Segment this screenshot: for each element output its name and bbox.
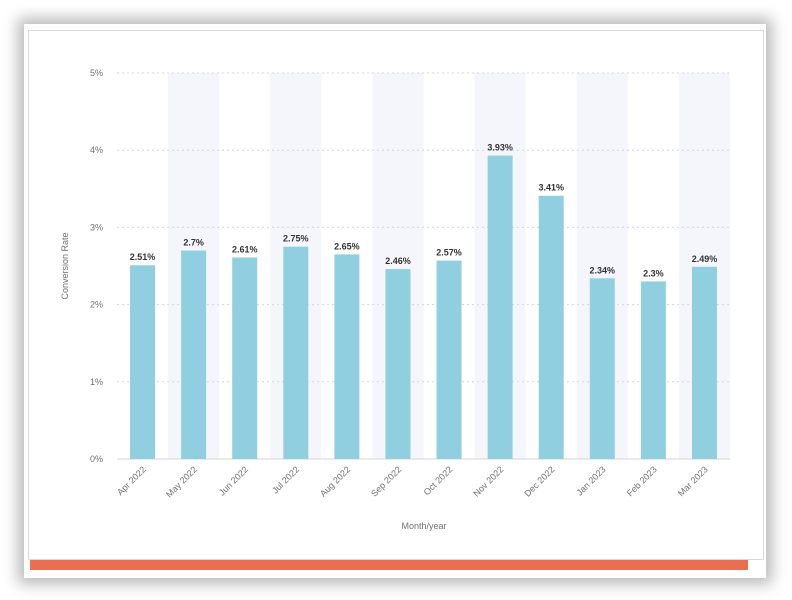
x-tick-label: Nov 2022	[471, 464, 505, 498]
data-label: 2.49%	[692, 254, 718, 264]
data-label: 2.61%	[232, 245, 258, 255]
bar	[232, 257, 258, 459]
data-label: 2.34%	[590, 265, 616, 275]
y-tick-label: 4%	[90, 145, 103, 155]
x-axis-ticks: Apr 2022 May 2022 Jun 2022 Jul 2022 Aug 2022…	[115, 464, 710, 499]
bar	[691, 266, 717, 459]
data-label: 2.3%	[643, 268, 664, 278]
bar	[283, 246, 309, 459]
data-label: 3.93%	[487, 143, 513, 153]
data-label: 2.51%	[130, 252, 156, 262]
data-label: 2.75%	[283, 234, 309, 244]
x-tick-label: Jul 2022	[270, 464, 301, 495]
gridlines	[117, 72, 730, 460]
bar	[589, 278, 615, 459]
data-label: 3.41%	[538, 183, 564, 193]
x-tick-label: Sep 2022	[369, 464, 403, 498]
x-tick-label: Feb 2023	[625, 464, 659, 498]
bar	[436, 260, 462, 459]
y-tick-label: 2%	[90, 300, 103, 310]
bars	[130, 155, 717, 460]
x-tick-label: Mar 2023	[676, 464, 710, 498]
data-label: 2.57%	[436, 248, 462, 258]
x-tick-label: Apr 2022	[115, 464, 148, 497]
y-axis-title: Conversion Rate	[60, 232, 70, 299]
x-tick-label: Aug 2022	[318, 464, 352, 498]
x-tick-label: Jun 2022	[217, 464, 250, 497]
data-label: 2.65%	[334, 241, 360, 251]
bar	[538, 195, 564, 460]
x-tick-label: Dec 2022	[522, 464, 556, 498]
y-tick-label: 1%	[90, 377, 103, 387]
y-tick-label: 5%	[90, 68, 103, 78]
bar	[130, 265, 156, 459]
bar	[640, 281, 666, 459]
x-tick-label: May 2022	[164, 464, 199, 499]
x-tick-label: Oct 2022	[422, 464, 455, 497]
x-tick-label: Jan 2023	[574, 464, 607, 497]
y-tick-label: 3%	[90, 222, 103, 232]
bar	[385, 269, 411, 459]
bar	[487, 155, 513, 459]
data-label: 2.46%	[385, 256, 411, 266]
bar	[181, 250, 207, 459]
bar	[334, 254, 360, 459]
data-label: 2.7%	[183, 238, 204, 248]
y-tick-label: 0%	[90, 454, 103, 464]
y-axis-ticks: 0% 1% 2% 3% 4% 5%	[90, 68, 103, 464]
alternating-bands	[168, 73, 730, 459]
data-labels: 2.51% 2.7% 2.61% 2.75% 2.65% 2.46% 2.57% 3.93% 3…	[130, 143, 717, 279]
x-axis-title: Month/year	[401, 521, 446, 531]
